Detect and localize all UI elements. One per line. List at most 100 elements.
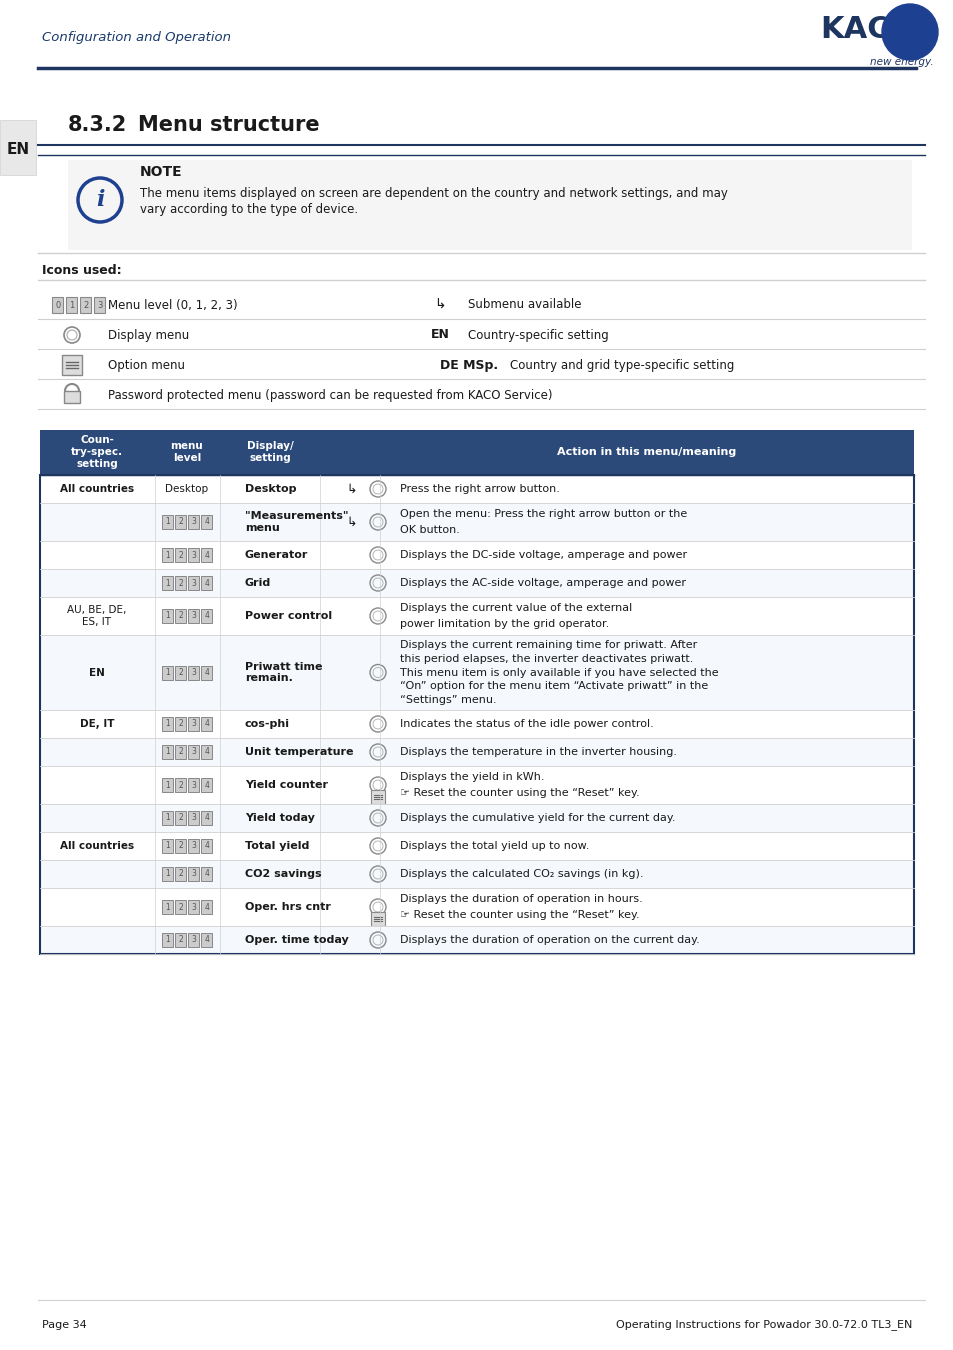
Text: Yield counter: Yield counter bbox=[245, 780, 328, 790]
Text: 2: 2 bbox=[178, 936, 183, 945]
Text: 1: 1 bbox=[166, 748, 171, 756]
Text: Displays the calculated CO₂ savings (in kg).: Displays the calculated CO₂ savings (in … bbox=[399, 869, 643, 879]
Text: 4: 4 bbox=[204, 841, 210, 850]
Text: 1: 1 bbox=[166, 668, 171, 676]
Text: 8.3.2: 8.3.2 bbox=[68, 115, 127, 135]
Text: 1: 1 bbox=[166, 841, 171, 850]
Text: Desktop: Desktop bbox=[165, 485, 209, 494]
Bar bbox=[174, 576, 186, 590]
Text: ☞ Reset the counter using the “Reset” key.: ☞ Reset the counter using the “Reset” ke… bbox=[399, 787, 639, 798]
Text: 1: 1 bbox=[70, 301, 74, 309]
Text: 3: 3 bbox=[192, 814, 196, 822]
Text: EN: EN bbox=[89, 667, 105, 678]
Text: 3: 3 bbox=[192, 612, 196, 621]
Text: Displays the total yield up to now.: Displays the total yield up to now. bbox=[399, 841, 589, 850]
Circle shape bbox=[882, 4, 937, 59]
Bar bbox=[40, 475, 913, 954]
Bar bbox=[174, 838, 186, 853]
Text: ☞ Reset the counter using the “Reset” key.: ☞ Reset the counter using the “Reset” ke… bbox=[399, 910, 639, 919]
Bar bbox=[174, 666, 186, 679]
Text: Option menu: Option menu bbox=[108, 359, 185, 371]
Bar bbox=[371, 790, 385, 805]
Bar bbox=[40, 860, 913, 888]
Text: 2: 2 bbox=[178, 720, 183, 729]
Text: 2: 2 bbox=[178, 517, 183, 526]
Bar bbox=[201, 548, 212, 562]
Text: power limitation by the grid operator.: power limitation by the grid operator. bbox=[399, 618, 609, 629]
Bar bbox=[162, 745, 172, 759]
Text: ↳: ↳ bbox=[346, 516, 356, 528]
Text: cos-phi: cos-phi bbox=[245, 720, 290, 729]
Bar bbox=[162, 778, 172, 792]
Text: 1: 1 bbox=[166, 780, 171, 790]
Bar bbox=[40, 888, 913, 926]
Bar bbox=[201, 576, 212, 590]
Text: ↳: ↳ bbox=[346, 482, 356, 495]
Bar bbox=[40, 568, 913, 597]
Bar bbox=[188, 811, 199, 825]
Text: new energy.: new energy. bbox=[869, 57, 933, 68]
Text: All countries: All countries bbox=[60, 485, 134, 494]
Text: This menu item is only available if you have selected the: This menu item is only available if you … bbox=[399, 667, 718, 678]
Text: 2: 2 bbox=[178, 748, 183, 756]
Text: 4: 4 bbox=[204, 869, 210, 879]
Text: OK button.: OK button. bbox=[399, 525, 459, 535]
Bar bbox=[174, 778, 186, 792]
Bar bbox=[40, 710, 913, 738]
Bar bbox=[162, 514, 172, 529]
Text: 3: 3 bbox=[192, 841, 196, 850]
Bar bbox=[174, 745, 186, 759]
Text: Priwatt time
remain.: Priwatt time remain. bbox=[245, 662, 322, 683]
Text: 2: 2 bbox=[178, 668, 183, 676]
Text: Submenu available: Submenu available bbox=[468, 298, 581, 312]
Bar bbox=[174, 867, 186, 882]
Text: 2: 2 bbox=[178, 579, 183, 587]
Text: 4: 4 bbox=[204, 936, 210, 945]
Bar bbox=[40, 765, 913, 805]
Text: 3: 3 bbox=[97, 301, 103, 309]
Bar bbox=[371, 913, 385, 926]
Bar bbox=[40, 597, 913, 634]
Text: 4: 4 bbox=[204, 814, 210, 822]
Text: Country-specific setting: Country-specific setting bbox=[468, 328, 608, 342]
Text: 1: 1 bbox=[166, 936, 171, 945]
Bar bbox=[40, 541, 913, 568]
Bar bbox=[40, 634, 913, 710]
Text: Password protected menu (password can be requested from KACO Service): Password protected menu (password can be… bbox=[108, 389, 552, 401]
Bar bbox=[62, 355, 82, 375]
Text: 2: 2 bbox=[178, 841, 183, 850]
Text: Oper. hrs cntr: Oper. hrs cntr bbox=[245, 902, 331, 913]
Text: DE, IT: DE, IT bbox=[80, 720, 114, 729]
Text: 1: 1 bbox=[166, 517, 171, 526]
Text: “Settings” menu.: “Settings” menu. bbox=[399, 695, 497, 705]
Text: Operating Instructions for Powador 30.0-72.0 TL3_EN: Operating Instructions for Powador 30.0-… bbox=[615, 1319, 911, 1331]
Text: 4: 4 bbox=[204, 903, 210, 911]
Text: 2: 2 bbox=[178, 814, 183, 822]
Text: Displays the duration of operation on the current day.: Displays the duration of operation on th… bbox=[399, 936, 699, 945]
Text: Icons used:: Icons used: bbox=[42, 263, 121, 277]
Text: Displays the cumulative yield for the current day.: Displays the cumulative yield for the cu… bbox=[399, 813, 675, 823]
Text: 3: 3 bbox=[192, 551, 196, 559]
Text: Unit temperature: Unit temperature bbox=[245, 747, 354, 757]
Text: Power control: Power control bbox=[245, 612, 332, 621]
Text: Menu structure: Menu structure bbox=[138, 115, 319, 135]
Bar bbox=[188, 867, 199, 882]
Text: 2: 2 bbox=[83, 301, 89, 309]
Text: Desktop: Desktop bbox=[245, 485, 296, 494]
Text: 3: 3 bbox=[192, 517, 196, 526]
Text: Display/
setting: Display/ setting bbox=[247, 441, 294, 463]
Bar bbox=[40, 832, 913, 860]
Bar bbox=[68, 161, 911, 250]
Text: 0: 0 bbox=[55, 301, 61, 309]
Bar bbox=[174, 548, 186, 562]
Bar bbox=[94, 297, 105, 313]
Text: All countries: All countries bbox=[60, 841, 134, 850]
Bar bbox=[80, 297, 91, 313]
Bar bbox=[162, 900, 172, 914]
Bar bbox=[188, 745, 199, 759]
Text: 2: 2 bbox=[178, 903, 183, 911]
Bar bbox=[188, 548, 199, 562]
Bar bbox=[162, 838, 172, 853]
Text: Displays the AC-side voltage, amperage and power: Displays the AC-side voltage, amperage a… bbox=[399, 578, 685, 589]
Text: KACO: KACO bbox=[820, 15, 915, 45]
